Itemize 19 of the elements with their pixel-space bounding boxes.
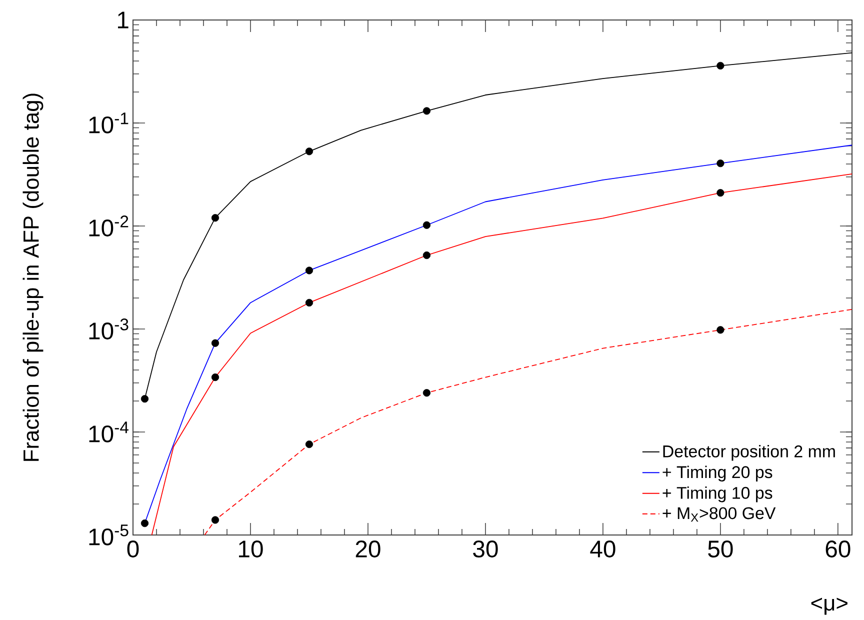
x-tick-label: 40 — [590, 540, 616, 558]
y-tick-label: 10$^{-5}$ — [89, 524, 128, 546]
x-tick-label: 10 — [239, 540, 263, 558]
x-tick-label: 30 — [473, 540, 498, 558]
x-tick-label: 60 — [826, 540, 850, 558]
legend-label: + Timing 20 ps — [662, 466, 772, 482]
y-axis-title: Fraction of pile-up in AFP (double tag) — [22, 94, 44, 461]
x-tick-label: 50 — [708, 540, 733, 558]
y-tick-label: 1 — [118, 12, 128, 28]
y-tick-label: 10$^{-4}$ — [89, 422, 128, 442]
y-tick-label: 10$^{-3}$ — [89, 318, 128, 340]
legend-label: Detector position 2 mm — [663, 444, 835, 461]
x-tick-label: 20 — [356, 540, 380, 558]
y-tick-label: 10$^{-1}$ — [89, 112, 128, 134]
legend-label: + M$_{X}$>800 GeV — [662, 507, 776, 522]
x-tick-label: 0 — [127, 540, 139, 558]
y-tick-label: 10$^{-2}$ — [89, 216, 128, 236]
x-axis-title: <μ> — [811, 598, 848, 615]
legend-label: + Timing 10 ps — [662, 486, 772, 502]
